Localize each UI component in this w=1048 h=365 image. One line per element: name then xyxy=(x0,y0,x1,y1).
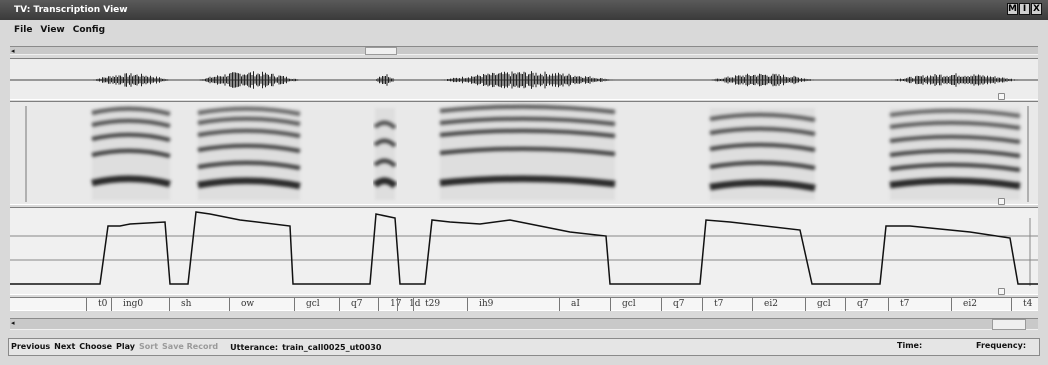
window-title: TV: Transcription View xyxy=(14,5,128,15)
segment-label[interactable]: 17 xyxy=(390,299,402,309)
segment-label[interactable]: aI xyxy=(571,299,580,309)
control-bar: Previous Next Choose Play Sort Save Reco… xyxy=(8,338,1040,356)
spectrogram-formant-group xyxy=(709,108,816,200)
segment-boundary[interactable] xyxy=(752,298,753,311)
segment-boundary[interactable] xyxy=(413,298,414,311)
frequency-readout: Frequency: xyxy=(976,341,1027,350)
menu-view[interactable]: View xyxy=(40,25,65,35)
spectrogram-plot xyxy=(25,104,1029,202)
previous-button[interactable]: Previous xyxy=(11,342,51,351)
segment-boundary[interactable] xyxy=(86,298,87,311)
minimize-button[interactable]: M xyxy=(1007,3,1018,15)
pitch-track-resize-handle[interactable] xyxy=(998,288,1005,295)
overview-scroll-thumb[interactable] xyxy=(365,47,397,55)
spectrogram-formant-group xyxy=(889,108,1021,200)
waveform-segment xyxy=(891,73,1020,87)
sort-button[interactable]: Sort xyxy=(139,342,159,351)
segment-label[interactable]: gcl xyxy=(817,299,831,309)
utterance-label: Utterance: xyxy=(230,342,279,352)
segment-boundary[interactable] xyxy=(845,298,846,311)
scroll-left-icon[interactable]: ◂ xyxy=(11,47,15,55)
segment-label[interactable]: 1d xyxy=(409,299,421,309)
segment-label[interactable]: gcl xyxy=(622,299,636,309)
pitch-track-panel[interactable] xyxy=(10,207,1038,295)
segment-boundary[interactable] xyxy=(378,298,379,311)
segment-label[interactable]: q7 xyxy=(857,299,869,309)
scroll-left-icon[interactable]: ◂ xyxy=(11,319,15,327)
overview-scrollbar[interactable]: ◂ xyxy=(10,46,1038,55)
spectrogram-resize-handle[interactable] xyxy=(998,198,1005,205)
choose-button[interactable]: Choose xyxy=(79,342,113,351)
segment-label[interactable]: q7 xyxy=(351,299,363,309)
waveform-plot xyxy=(10,71,1038,89)
spectrogram-formant-group xyxy=(372,108,398,200)
waveform-segment xyxy=(441,71,615,89)
segment-boundary[interactable] xyxy=(111,298,112,311)
segment-label[interactable]: ing0 xyxy=(123,299,144,309)
spectrogram-formant-group xyxy=(91,106,171,200)
segment-boundary[interactable] xyxy=(1011,298,1012,311)
segment-label[interactable]: ih9 xyxy=(479,299,494,309)
waveform-segment xyxy=(376,74,395,86)
next-button[interactable]: Next xyxy=(54,342,76,351)
waveform-panel[interactable] xyxy=(10,58,1038,100)
segment-boundary[interactable] xyxy=(702,298,703,311)
transcription-label-row[interactable]: t0 ing0 sh ow gcl q7 17 1d t29 ih9 aI gcl q7 t7 ei2 gcl… xyxy=(10,297,1038,311)
save-record-button[interactable]: Save Record xyxy=(162,342,219,351)
iconify-button[interactable]: I xyxy=(1019,3,1030,15)
menubar: File View Config xyxy=(0,22,1048,38)
menu-file[interactable]: File xyxy=(14,25,33,35)
pitch-track-line xyxy=(10,211,1038,285)
time-scrollbar[interactable]: ◂ xyxy=(10,318,1038,330)
pitch-track-plot xyxy=(10,211,1038,286)
segment-boundary[interactable] xyxy=(805,298,806,311)
segment-boundary[interactable] xyxy=(339,298,340,311)
segment-boundary[interactable] xyxy=(397,298,398,311)
waveform-segment xyxy=(199,71,299,89)
segment-label[interactable]: ei2 xyxy=(963,299,977,309)
segment-boundary[interactable] xyxy=(610,298,611,311)
segment-boundary[interactable] xyxy=(888,298,889,311)
segment-boundary[interactable] xyxy=(559,298,560,311)
spectrogram-formant-group xyxy=(439,104,616,200)
segment-label[interactable]: t7 xyxy=(714,299,724,309)
segment-boundary[interactable] xyxy=(169,298,170,311)
utterance-value: train_call0025_ut0030 xyxy=(282,342,382,352)
segment-label[interactable]: t0 xyxy=(98,299,108,309)
segment-label[interactable]: t29 xyxy=(425,299,441,309)
segment-boundary[interactable] xyxy=(294,298,295,311)
segment-label[interactable]: gcl xyxy=(306,299,320,309)
window-titlebar[interactable]: TV: Transcription View M I X xyxy=(0,0,1048,20)
close-button[interactable]: X xyxy=(1031,3,1042,15)
time-scroll-thumb[interactable] xyxy=(992,319,1026,330)
segment-label[interactable]: ei2 xyxy=(764,299,778,309)
segment-label[interactable]: sh xyxy=(181,299,192,309)
segment-label[interactable]: t4 xyxy=(1023,299,1033,309)
segment-boundary[interactable] xyxy=(951,298,952,311)
play-button[interactable]: Play xyxy=(116,342,135,351)
waveform-segment xyxy=(93,73,169,87)
segment-boundary[interactable] xyxy=(229,298,230,311)
menu-config[interactable]: Config xyxy=(72,25,106,35)
spectrogram-panel[interactable] xyxy=(10,101,1038,205)
spectrogram-formant-group xyxy=(197,106,301,200)
segment-label[interactable]: q7 xyxy=(673,299,685,309)
waveform-resize-handle[interactable] xyxy=(998,93,1005,100)
segment-label[interactable]: ow xyxy=(241,299,255,309)
time-readout: Time: xyxy=(897,341,923,350)
segment-label[interactable]: t7 xyxy=(900,299,910,309)
waveform-segment xyxy=(711,73,814,87)
segment-boundary[interactable] xyxy=(661,298,662,311)
segment-boundary[interactable] xyxy=(467,298,468,311)
